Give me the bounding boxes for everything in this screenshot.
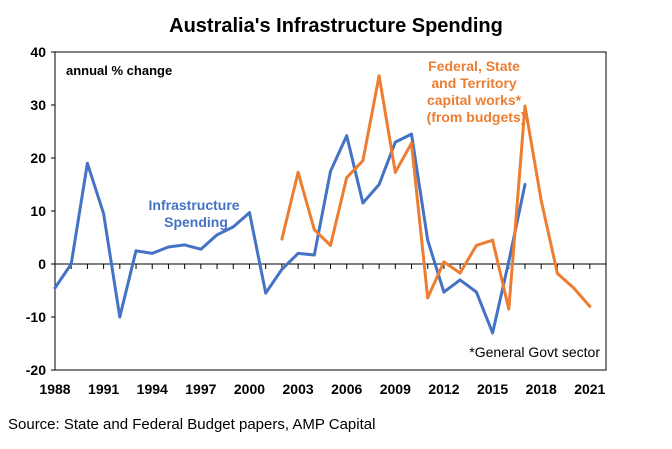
- data-point: [345, 134, 349, 138]
- data-point: [523, 104, 527, 108]
- data-point: [523, 183, 527, 186]
- data-point: [183, 243, 187, 247]
- axes: -20 -10 0 10 20 30 40 1988 1991 1994 1997 2000 2003 2…: [26, 44, 607, 397]
- data-point: [361, 159, 365, 163]
- data-point: [53, 286, 57, 290]
- data-point: [296, 170, 300, 174]
- y-tick-label: 10: [30, 203, 46, 219]
- infrastructure-spending-label-line-2: Spending: [164, 214, 228, 230]
- data-point: [491, 238, 494, 242]
- data-point: [280, 237, 284, 241]
- x-tick-label: 2018: [526, 381, 557, 397]
- data-point: [215, 233, 219, 237]
- x-tick-label: 2021: [574, 381, 605, 397]
- data-point: [458, 271, 462, 275]
- series-layer: [53, 74, 592, 335]
- y-tick-label: 20: [30, 150, 46, 166]
- capital-works-label-line-1: Federal, State: [428, 58, 520, 74]
- data-point: [296, 252, 300, 255]
- capital-works-label-line-2: and Territory: [431, 75, 517, 91]
- data-point: [474, 290, 478, 294]
- infrastructure-spending-label-line-1: Infrastructure: [149, 197, 240, 213]
- data-point: [491, 331, 494, 335]
- data-point: [377, 74, 381, 78]
- data-point: [572, 286, 575, 290]
- data-point: [458, 278, 462, 282]
- footnote: *General Govt sector: [469, 344, 600, 360]
- capital-works-label-line-3: capital works*: [427, 92, 522, 108]
- x-tick-label: 1997: [185, 381, 216, 397]
- data-point: [69, 262, 73, 266]
- data-point: [410, 141, 413, 145]
- data-point: [410, 132, 413, 136]
- y-tick-label: -20: [26, 362, 46, 378]
- x-tick-label: 2015: [477, 381, 508, 397]
- chart-title: Australia's Infrastructure Spending: [169, 15, 503, 37]
- data-point: [280, 267, 284, 271]
- data-point: [248, 211, 251, 214]
- data-point: [539, 199, 543, 202]
- y-axis-label: annual % change: [66, 63, 172, 78]
- data-point: [199, 247, 203, 251]
- data-point: [426, 238, 430, 242]
- source-note: Source: State and Federal Budget papers,…: [8, 416, 375, 433]
- data-point: [588, 305, 592, 308]
- y-tick-label: 30: [30, 97, 46, 113]
- data-point: [86, 161, 89, 165]
- data-point: [264, 291, 268, 295]
- series-line-infrastructure-spending: [53, 132, 527, 335]
- data-point: [231, 225, 235, 229]
- x-tick-label: 2006: [331, 381, 362, 397]
- series-line-capital-works: [280, 74, 592, 311]
- infrastructure-spending-label: Infrastructure Spending: [149, 197, 244, 230]
- data-point: [555, 272, 559, 275]
- data-point: [507, 307, 511, 311]
- x-tick-label: 2009: [380, 381, 411, 397]
- data-point: [329, 169, 332, 173]
- y-tick-label: -10: [26, 309, 46, 325]
- data-point: [345, 176, 349, 180]
- x-tick-label: 2012: [428, 381, 459, 397]
- data-point: [102, 212, 106, 216]
- data-point: [150, 252, 154, 255]
- data-point: [312, 228, 316, 231]
- data-point: [474, 244, 478, 247]
- x-tick-label: 1991: [88, 381, 119, 397]
- x-tick-label: 2000: [234, 381, 265, 397]
- x-tick-label: 2003: [283, 381, 314, 397]
- y-tick-label: 0: [38, 256, 46, 272]
- capital-works-label: Federal, State and Territory capital wor…: [427, 58, 526, 125]
- data-point: [329, 244, 332, 247]
- data-point: [312, 253, 316, 257]
- data-point: [393, 140, 397, 144]
- x-tick-label: 1988: [39, 381, 70, 397]
- capital-works-label-line-4: (from budgets): [427, 109, 526, 125]
- data-point: [167, 245, 170, 249]
- data-point: [426, 296, 430, 300]
- data-point: [507, 259, 511, 263]
- data-point: [442, 290, 446, 294]
- data-point: [377, 183, 381, 186]
- data-point: [442, 260, 446, 264]
- data-point: [393, 170, 397, 174]
- data-point: [361, 201, 365, 205]
- x-tick-label: 1994: [137, 381, 168, 397]
- data-point: [118, 315, 122, 319]
- data-point: [134, 249, 138, 253]
- y-tick-label: 40: [30, 44, 46, 60]
